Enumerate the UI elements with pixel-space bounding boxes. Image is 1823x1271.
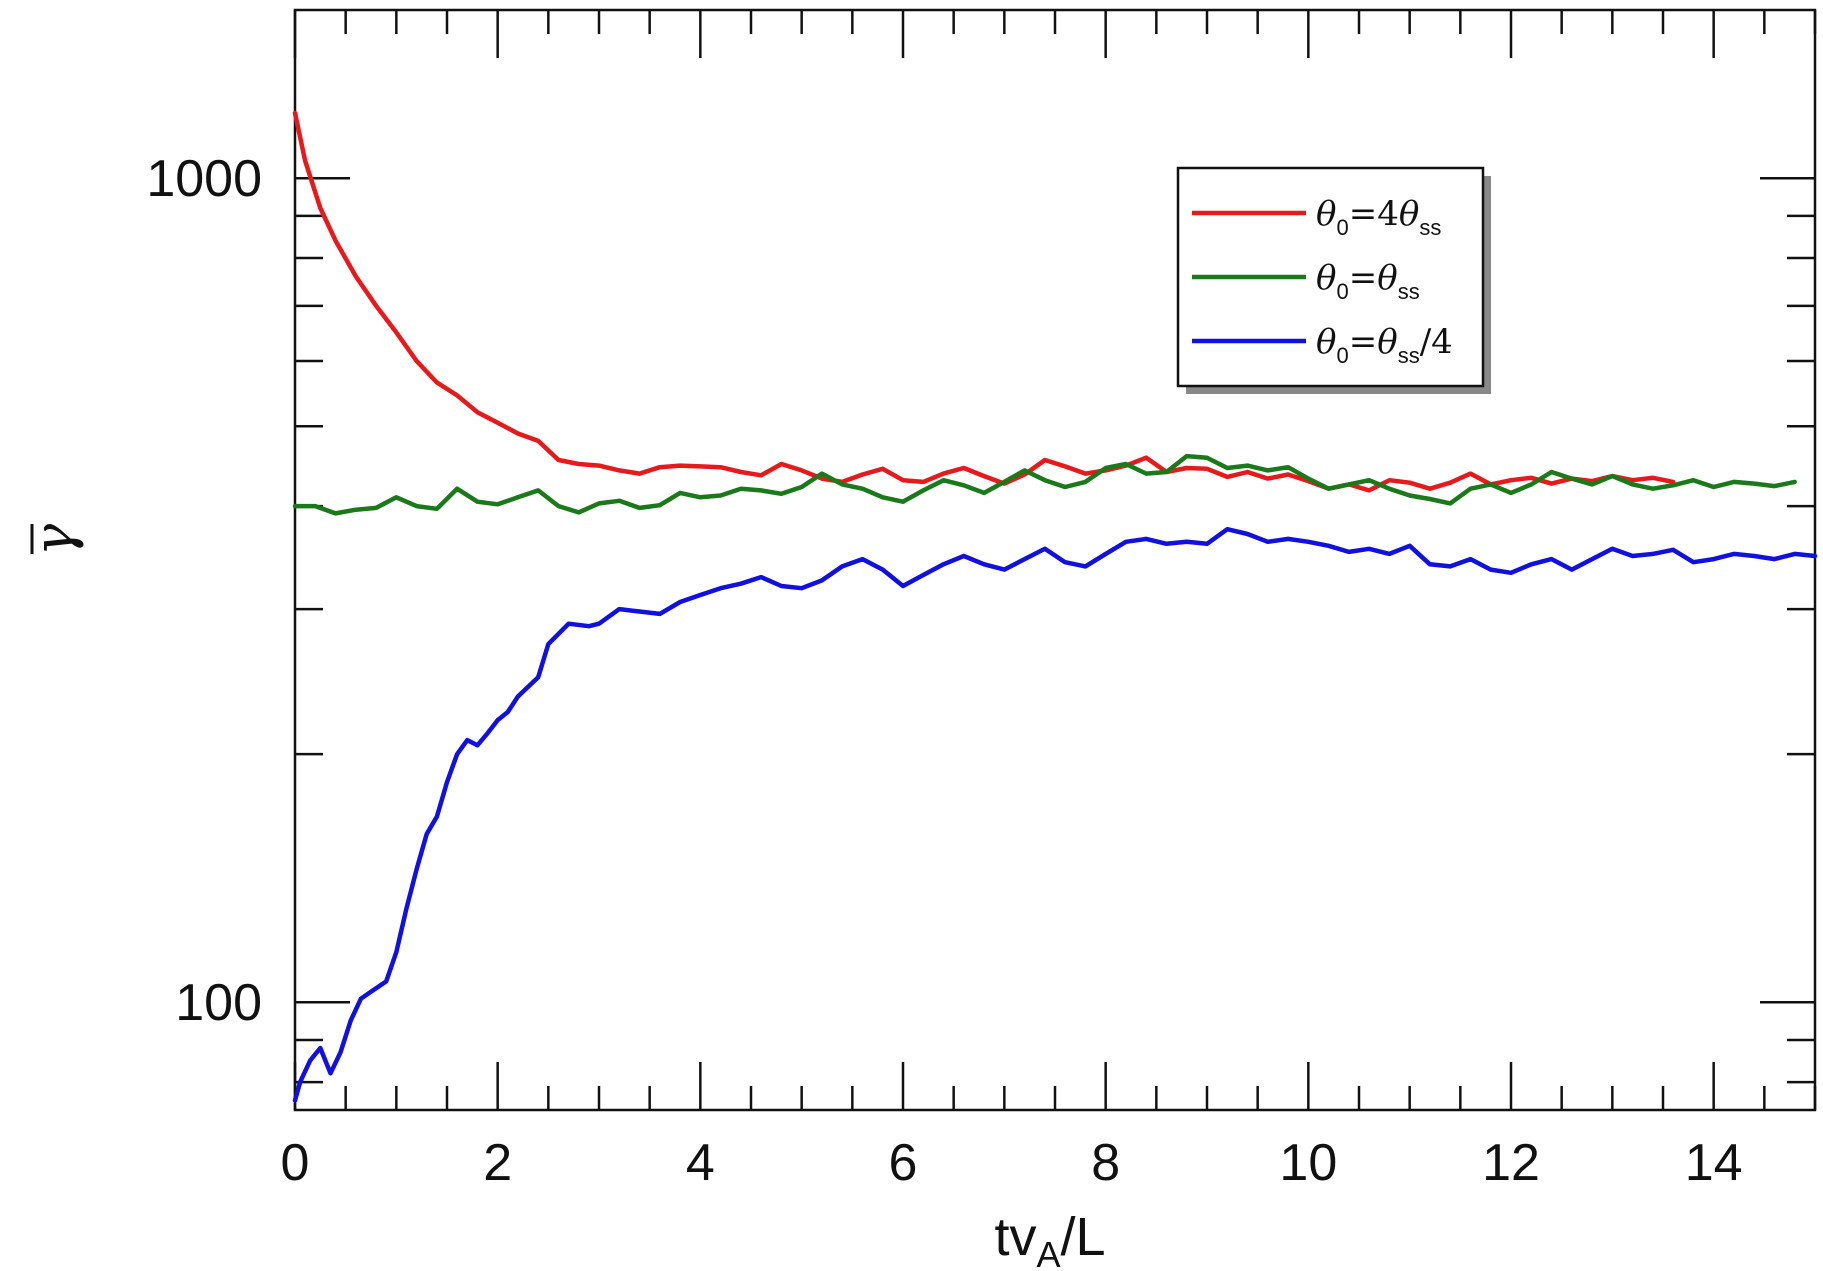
y-axis-title: γ [22, 523, 85, 556]
axis-ticks [293, 10, 1817, 1110]
x-tick-label: 6 [889, 1134, 918, 1192]
y-tick-label: 100 [175, 974, 262, 1032]
x-tick-label: 14 [1685, 1134, 1743, 1192]
legend: θ0=4θss θ0=θss θ0=θss/4 [1176, 166, 1491, 394]
y-tick-label: 1000 [146, 150, 262, 208]
x-tick-labels: 0 2 4 6 8 10 12 14 [281, 1134, 1743, 1192]
legend-label: θ0=θss/4 [1316, 322, 1453, 368]
series-line-1 [292, 453, 1797, 516]
x-tick-label: 0 [281, 1134, 310, 1192]
x-tick-label: 2 [483, 1134, 512, 1192]
series-lines [292, 110, 1818, 1103]
series-line-2 [292, 526, 1818, 1103]
x-tick-label: 4 [686, 1134, 715, 1192]
y-tick-labels: 100 1000 [146, 150, 262, 1032]
series-line-0 [292, 110, 1676, 493]
x-tick-label: 8 [1091, 1134, 1120, 1192]
legend-label: θ0=θss [1316, 258, 1420, 304]
x-axis-title: tvA/L [994, 1207, 1105, 1271]
legend-label: θ0=4θss [1316, 194, 1441, 240]
x-tick-label: 12 [1482, 1134, 1540, 1192]
x-tick-label: 10 [1279, 1134, 1337, 1192]
